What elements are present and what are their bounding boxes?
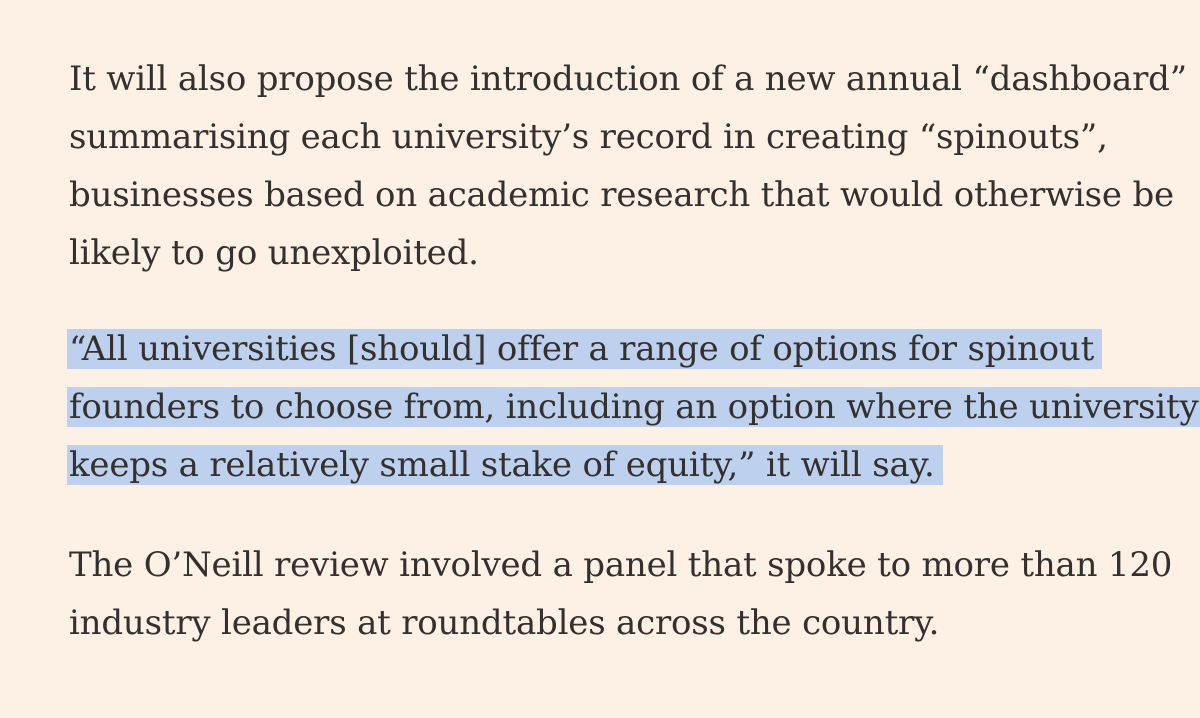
paragraph-line: The O’Neill review involved a panel that… (69, 545, 1173, 585)
article-body: It will also propose the introduction of… (67, 50, 1200, 652)
paragraph-line: industry leaders at roundtables across t… (69, 603, 940, 643)
paragraph-review-panel: The O’Neill review involved a panel that… (69, 536, 1179, 652)
paragraph-line: likely to go unexploited. (69, 233, 479, 273)
paragraph-line: summarising each university’s record in … (69, 117, 1108, 157)
paragraph-line: It will also propose the introduction of… (69, 59, 1187, 99)
text-selection[interactable]: “All universities [should] offer a range… (67, 329, 1103, 369)
highlighted-line[interactable]: founders to choose from, including an op… (67, 378, 1200, 436)
paragraph-quote-highlighted[interactable]: “All universities [should] offer a range… (67, 320, 1200, 494)
highlighted-line[interactable]: keeps a relatively small stake of equity… (67, 436, 1179, 494)
paragraph-dashboard: It will also propose the introduction of… (69, 50, 1187, 282)
text-selection[interactable]: founders to choose from, including an op… (67, 387, 1200, 427)
paragraph-line: businesses based on academic research th… (69, 175, 1174, 215)
highlighted-line[interactable]: “All universities [should] offer a range… (67, 320, 1179, 378)
text-selection[interactable]: keeps a relatively small stake of equity… (67, 445, 943, 485)
